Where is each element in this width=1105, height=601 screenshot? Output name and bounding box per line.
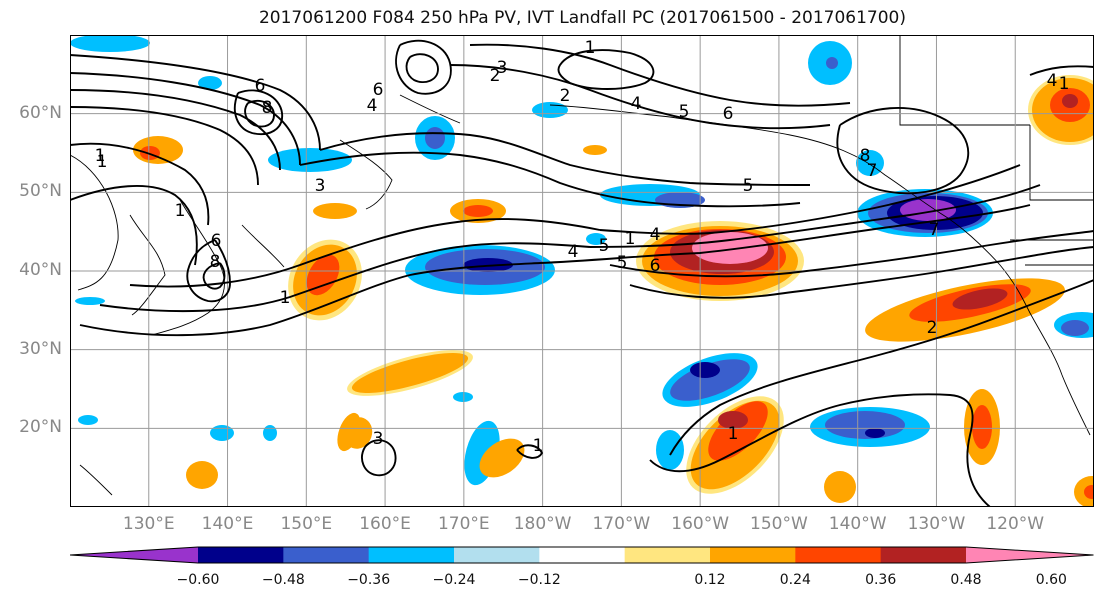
contour-label: 6 <box>255 76 266 96</box>
contour-label: 6 <box>723 104 734 124</box>
colorbar-tick-label: −0.48 <box>261 572 305 588</box>
colorbar-tick-label: 0.60 <box>1035 572 1067 588</box>
colorbar-segment <box>795 547 882 563</box>
contour-label: 4 <box>650 225 661 245</box>
colorbar-tick-label: −0.12 <box>517 572 561 588</box>
contour-label: 4 <box>631 94 642 114</box>
colorbar-left-extension <box>70 547 198 563</box>
colorbar-segment <box>539 547 626 563</box>
contour-label: 1 <box>585 38 596 58</box>
colorbar-segment <box>454 547 540 563</box>
contour-label: 2 <box>560 86 571 106</box>
contour-label: 1 <box>533 436 544 456</box>
colorbar-tick-label: −0.60 <box>176 572 220 588</box>
colorbar-segment <box>710 547 796 563</box>
colorbar-outline <box>70 546 1094 564</box>
contour-label: 2 <box>490 66 501 86</box>
contour-label: 8 <box>210 252 221 272</box>
colorbar-tick-label: 0.48 <box>950 572 982 588</box>
contour-label: 1 <box>728 424 739 444</box>
latitude-label: 60°N <box>19 102 62 123</box>
latitude-label: 30°N <box>19 338 62 359</box>
contour-label: 1 <box>625 229 636 249</box>
longitude-label: 130°W <box>907 514 966 534</box>
latitude-label: 20°N <box>19 417 62 438</box>
colorbar-right-extension <box>966 547 1094 563</box>
pc-shading <box>70 35 1094 507</box>
colorbar-segment <box>368 547 455 563</box>
contour-label: 5 <box>599 236 610 256</box>
contour-label: 6 <box>373 80 384 100</box>
colorbar-tick-label: 0.24 <box>779 572 811 588</box>
colorbar-segment <box>283 547 370 563</box>
map-frame <box>70 35 1094 507</box>
contour-label: 8 <box>860 146 871 166</box>
contour-label: 1 <box>175 201 186 221</box>
contour-label: 4 <box>367 96 378 116</box>
contour-label: 1 <box>95 146 106 166</box>
contour-label: 5 <box>743 176 754 196</box>
colorbar-segment <box>198 547 284 563</box>
contour-label: 7 <box>867 161 878 181</box>
contour-label: 4 <box>568 242 579 262</box>
longitude-label: 120°W <box>986 514 1045 534</box>
contour-label: 7 <box>929 220 940 240</box>
longitude-label: 150°E <box>280 514 333 534</box>
pv-contours <box>70 39 1094 507</box>
latitude-label: 40°N <box>19 260 62 280</box>
latitude-label: 50°N <box>19 181 62 202</box>
contour-label: 5 <box>617 253 628 273</box>
longitude-label: 130°E <box>122 514 175 534</box>
contour-label: 3 <box>373 429 384 449</box>
gridlines <box>70 35 1094 507</box>
longitude-label: 140°E <box>201 514 254 534</box>
colorbar-tick-label: 0.36 <box>865 572 897 588</box>
contour-label: 3 <box>315 176 326 196</box>
contour-label: 1 <box>280 288 291 308</box>
longitude-label: 160°W <box>671 514 730 534</box>
contour-label: 6 <box>211 231 222 251</box>
colorbar-segment <box>624 547 711 563</box>
contour-label: 4 <box>1047 71 1058 91</box>
colorbar-tick-label: 0.12 <box>694 572 726 588</box>
colorbar <box>70 546 1094 564</box>
contour-label: 5 <box>679 102 690 122</box>
contour-label: 1 <box>97 152 108 172</box>
contour-label: 1 <box>1059 74 1070 94</box>
colorbar-tick-label: −0.24 <box>432 572 476 588</box>
contour-label: 2 <box>927 318 938 338</box>
figure-title: 2017061200 F084 250 hPa PV, IVT Landfall… <box>258 8 906 28</box>
colorbar-segment <box>880 547 967 563</box>
longitude-label: 170°W <box>592 514 651 534</box>
longitude-label: 150°W <box>750 514 808 534</box>
longitude-label: 140°W <box>828 514 887 534</box>
contour-label: 8 <box>262 98 273 118</box>
contour-label: 3 <box>497 58 508 78</box>
longitude-label: 180°W <box>513 514 572 534</box>
longitude-label: 170°E <box>437 514 490 534</box>
longitude-label: 160°E <box>359 514 411 534</box>
colorbar-tick-label: −0.36 <box>347 572 391 588</box>
contour-label: 6 <box>650 256 661 276</box>
